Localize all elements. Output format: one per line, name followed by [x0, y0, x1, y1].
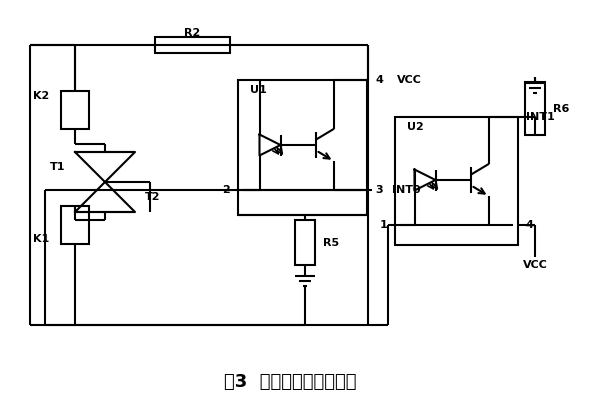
Bar: [155, 37, 230, 53]
Bar: [61, 91, 89, 129]
Text: 图3  晶闸管过零检测电路: 图3 晶闸管过零检测电路: [224, 373, 356, 391]
Bar: [395, 117, 518, 245]
Text: T1: T1: [49, 162, 65, 172]
Text: 2: 2: [222, 185, 230, 195]
Bar: [525, 82, 545, 135]
Text: VCC: VCC: [523, 260, 547, 270]
Text: U2: U2: [407, 122, 424, 132]
Text: K1: K1: [33, 234, 49, 244]
Text: U1: U1: [250, 85, 267, 95]
Text: INT0: INT0: [392, 185, 421, 195]
Text: K2: K2: [33, 91, 49, 101]
Bar: [61, 206, 89, 244]
Text: R2: R2: [184, 28, 200, 38]
Bar: [295, 220, 315, 265]
Text: T2: T2: [145, 192, 161, 202]
Text: 4: 4: [526, 220, 534, 230]
Text: 1: 1: [379, 220, 387, 230]
Text: INT1: INT1: [526, 112, 555, 122]
Text: R6: R6: [553, 104, 569, 114]
Text: R5: R5: [323, 238, 339, 248]
Text: 3: 3: [375, 185, 383, 195]
Text: 4: 4: [375, 75, 383, 85]
Bar: [238, 80, 367, 215]
Text: VCC: VCC: [397, 75, 422, 85]
